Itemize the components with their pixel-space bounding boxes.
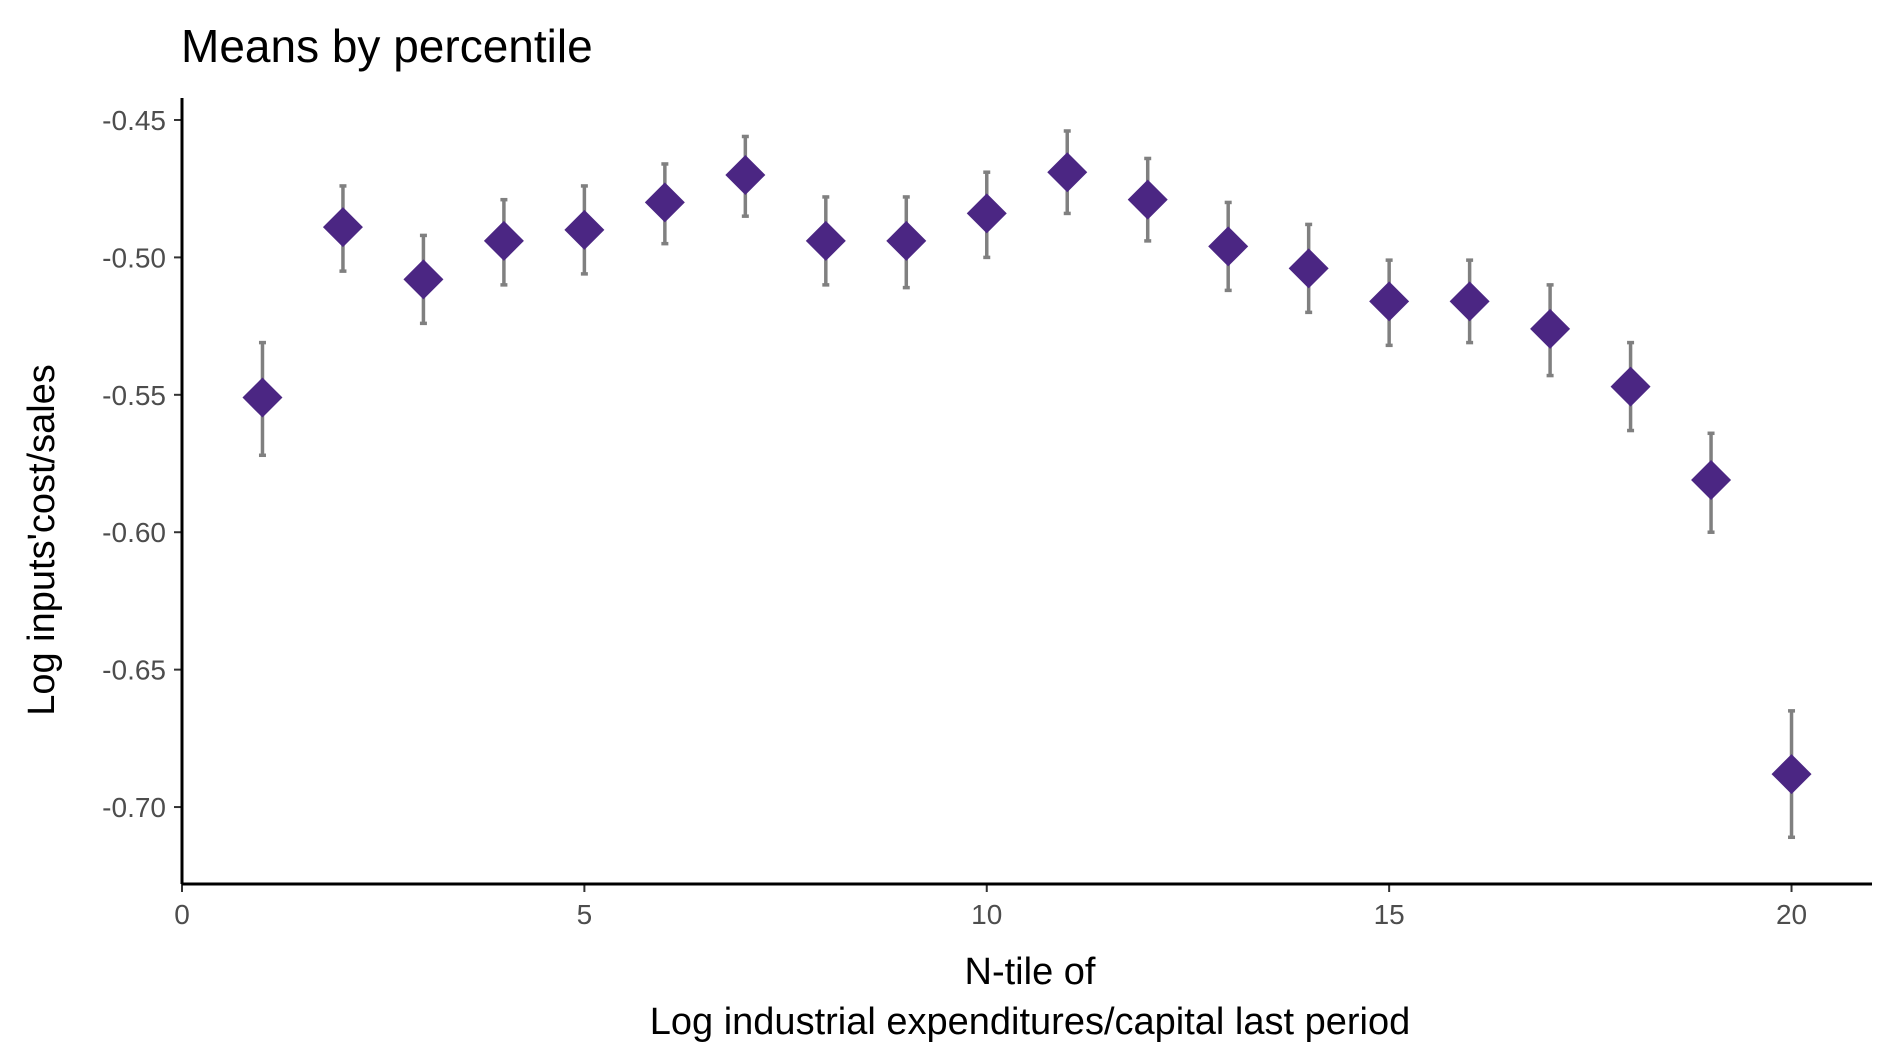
data-point xyxy=(403,233,444,326)
diamond-marker xyxy=(403,259,444,300)
diamond-marker xyxy=(725,154,766,195)
diamond-marker xyxy=(886,220,927,261)
x-tick-label: 5 xyxy=(577,899,593,930)
y-tick-label: -0.55 xyxy=(102,380,166,411)
diamond-marker xyxy=(1610,366,1651,407)
y-axis-title: Log inputs'cost/sales xyxy=(21,364,63,716)
y-tick-label: -0.45 xyxy=(102,105,166,136)
y-tick-label: -0.50 xyxy=(102,242,166,273)
data-points xyxy=(242,129,1812,840)
svg-text:Log inputs'cost/sales: Log inputs'cost/sales xyxy=(21,364,63,716)
data-point xyxy=(725,134,766,218)
data-point xyxy=(886,195,927,290)
y-tick-label: -0.70 xyxy=(102,792,166,823)
x-axis-ticks: 0 5 10 15 20 xyxy=(174,884,1807,930)
diamond-marker xyxy=(1530,308,1571,349)
data-point xyxy=(242,340,283,458)
data-point xyxy=(1047,129,1088,216)
x-axis-title-line-1: N-tile of xyxy=(965,951,1096,993)
data-point xyxy=(1288,222,1329,315)
data-point xyxy=(564,184,605,276)
data-point xyxy=(1369,258,1410,348)
data-point xyxy=(1610,340,1651,433)
data-point xyxy=(1530,283,1571,378)
data-point xyxy=(1691,431,1732,534)
x-tick-label: 15 xyxy=(1374,899,1405,930)
diamond-marker xyxy=(1127,179,1168,220)
y-tick-label: -0.65 xyxy=(102,655,166,686)
y-axis-ticks: -0.45 -0.50 -0.55 -0.60 -0.65 -0.70 xyxy=(102,105,182,823)
data-point xyxy=(966,170,1007,260)
data-point xyxy=(1208,200,1249,293)
diamond-marker xyxy=(1288,248,1329,289)
data-point xyxy=(644,162,685,246)
diamond-marker xyxy=(483,220,524,261)
diamond-marker xyxy=(1449,281,1490,322)
diamond-marker xyxy=(1047,152,1088,193)
diamond-marker xyxy=(1771,754,1812,795)
diamond-marker xyxy=(966,193,1007,234)
data-point xyxy=(322,184,363,273)
x-tick-label: 10 xyxy=(971,899,1002,930)
diamond-marker xyxy=(805,220,846,261)
diamond-marker xyxy=(322,207,363,248)
data-point xyxy=(1449,258,1490,345)
x-axis-title-line-2: Log industrial expenditures/capital last… xyxy=(650,1001,1410,1043)
x-tick-label: 0 xyxy=(174,899,190,930)
data-point xyxy=(1771,709,1812,840)
diamond-marker xyxy=(564,209,605,250)
chart-title: Means by percentile xyxy=(181,20,593,72)
data-point xyxy=(1127,156,1168,243)
x-tick-label: 20 xyxy=(1776,899,1807,930)
data-point xyxy=(483,197,524,287)
diamond-marker xyxy=(1691,460,1732,501)
diamond-marker xyxy=(1369,281,1410,322)
diamond-marker xyxy=(644,182,685,223)
diamond-marker xyxy=(242,377,283,418)
y-tick-label: -0.60 xyxy=(102,517,166,548)
data-point xyxy=(805,195,846,287)
diamond-marker xyxy=(1208,226,1249,267)
